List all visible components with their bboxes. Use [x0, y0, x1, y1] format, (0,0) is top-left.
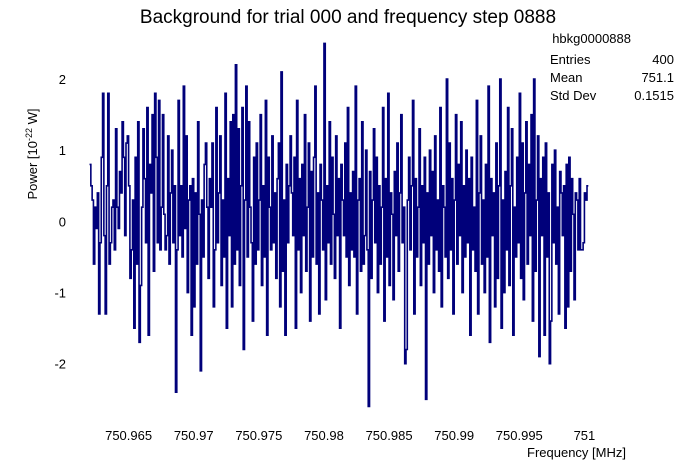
x-axis-label: Frequency [MHz] [527, 445, 626, 460]
stats-box: hbkg0000888 Entries 400 Mean 751.1 Std D… [550, 31, 674, 103]
x-tick-label: 750.995 [496, 428, 543, 443]
x-tick-label: 751 [574, 428, 596, 443]
x-tick-label: 750.985 [366, 428, 413, 443]
y-axis-label-unit: W] [25, 108, 40, 128]
x-tick-label: 750.98 [304, 428, 344, 443]
y-axis-label-main: Power [10 [25, 141, 40, 200]
chart-title: Background for trial 000 and frequency s… [140, 7, 556, 28]
series-line [89, 42, 589, 408]
stats-name: hbkg0000888 [552, 31, 631, 46]
stats-stddev-label: Std Dev [550, 88, 597, 103]
x-tick-label: 750.99 [434, 428, 474, 443]
y-tick-label: 0 [59, 214, 66, 229]
svg-text:Power [10-22 W]: Power [10-22 W] [24, 108, 40, 199]
stats-mean-value: 751.1 [641, 70, 674, 85]
stats-entries-value: 400 [652, 52, 674, 67]
y-tick-label: 2 [59, 72, 66, 87]
stats-stddev-value: 0.1515 [634, 88, 674, 103]
stats-entries-label: Entries [550, 52, 591, 67]
y-tick-label: -1 [54, 286, 66, 301]
y-tick-label: -2 [54, 357, 66, 372]
y-axis-label-exponent: -22 [24, 128, 34, 141]
x-tick-label: 750.975 [235, 428, 282, 443]
y-axis-label: Power [10-22 W] [24, 108, 40, 199]
x-tick-label: 750.97 [174, 428, 214, 443]
x-tick-label: 750.965 [105, 428, 152, 443]
y-tick-label: 1 [59, 143, 66, 158]
stats-mean-label: Mean [550, 70, 583, 85]
